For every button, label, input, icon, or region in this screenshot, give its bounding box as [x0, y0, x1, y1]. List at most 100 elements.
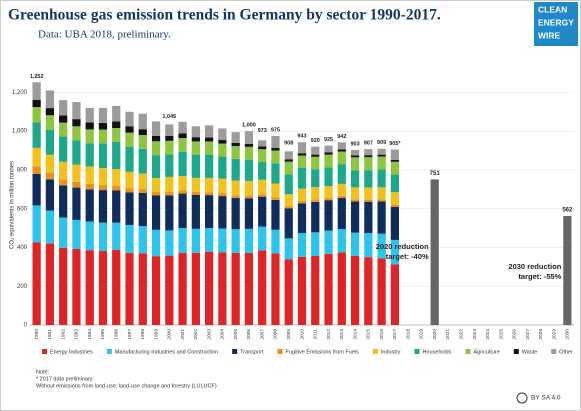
- x-tick-label: 1996: [114, 329, 120, 340]
- bar-segment: [364, 170, 373, 188]
- bar-segment: [324, 152, 333, 155]
- bar-segment: [32, 122, 41, 148]
- annotation: 2020 reduction: [376, 242, 429, 251]
- bar-segment: [218, 128, 227, 141]
- bar-segment: [297, 167, 307, 189]
- annotation: target: -40%: [386, 252, 429, 261]
- bar-segment: [218, 228, 227, 253]
- bar-segment: [311, 154, 320, 157]
- x-tick-label: 2013: [339, 329, 345, 340]
- x-tick-label: 2002: [193, 329, 199, 340]
- bar-segment: [125, 111, 134, 127]
- bar-segment: [205, 192, 214, 196]
- bar-segment: [85, 183, 94, 190]
- bar-segment: [59, 247, 68, 325]
- bar-segment: [112, 249, 121, 325]
- bar-segment: [377, 187, 386, 200]
- total-label: 908: [284, 140, 293, 146]
- bar-segment: [45, 210, 55, 244]
- bar-segment: [271, 197, 280, 200]
- x-tick-label: 1993: [74, 329, 80, 340]
- bar-segment: [297, 153, 307, 156]
- bar-segment: [271, 253, 280, 325]
- bar-segment: [112, 190, 121, 223]
- bar-segment: [324, 198, 333, 201]
- bar-segment: [218, 252, 227, 325]
- bar-segment: [244, 195, 254, 199]
- legend-swatch: [372, 349, 378, 354]
- legend-swatch: [106, 349, 112, 354]
- bar-segment: [138, 253, 147, 325]
- bar-segment: [390, 174, 399, 193]
- total-label: 903: [350, 141, 359, 147]
- bar-segment: [258, 196, 267, 227]
- bar-segment: [337, 142, 346, 150]
- bar-segment: [125, 171, 134, 189]
- bar-segment: [271, 163, 280, 184]
- bar-segment: [178, 190, 187, 194]
- bar-segment: [390, 206, 399, 240]
- bar-segment: [297, 200, 307, 204]
- total-label: 907: [364, 141, 373, 147]
- bar-segment: [297, 256, 307, 325]
- logo-text: CLEAN: [538, 4, 567, 14]
- bar-segment: [178, 133, 187, 139]
- bar-segment: [364, 201, 373, 234]
- y-tick-label: 1,200: [12, 90, 28, 96]
- bar-segment: [125, 224, 134, 253]
- bar-segment: [364, 187, 373, 200]
- bar-segment: [85, 122, 94, 130]
- bar-segment: [59, 122, 68, 137]
- bar-segment: [324, 186, 333, 199]
- bar-segment: [258, 146, 267, 150]
- bar-segment: [178, 228, 187, 253]
- bar-segment: [112, 185, 121, 191]
- bar-segment: [191, 228, 200, 253]
- target-label: 751: [430, 171, 441, 177]
- bar-segment: [311, 199, 320, 202]
- x-tick-label: 2014: [352, 329, 358, 340]
- x-tick-label: 1991: [47, 329, 53, 340]
- legend-swatch: [551, 349, 557, 354]
- bar-segment: [337, 151, 346, 165]
- bar-segment: [377, 169, 386, 188]
- bar-segment: [72, 119, 81, 127]
- bar-segment: [85, 250, 94, 325]
- bar-segment: [45, 108, 55, 116]
- note: * 2017 data preliminary: [36, 376, 93, 382]
- target-label: 562: [562, 208, 573, 214]
- bar-segment: [297, 155, 307, 168]
- bar-segment: [271, 136, 280, 149]
- bar-segment: [284, 206, 293, 209]
- x-tick-label: 2000: [167, 329, 173, 340]
- bar-segment: [45, 154, 55, 173]
- bar-segment: [59, 136, 68, 162]
- note: Without emissions from land-use, land-us…: [36, 383, 217, 389]
- annotation: 2030 reduction: [508, 262, 561, 271]
- y-tick-label: 400: [17, 245, 28, 251]
- x-tick-label: 2026: [512, 329, 518, 340]
- bar-segment: [59, 100, 68, 116]
- legend-label: Industry: [381, 349, 401, 355]
- x-tick-label: 2008: [273, 329, 279, 340]
- bar-segment: [205, 228, 214, 252]
- x-tick-label: 1994: [87, 329, 93, 340]
- bar-segment: [32, 173, 41, 206]
- bar-segment: [218, 140, 227, 144]
- bar-segment: [98, 167, 108, 186]
- bar-segment: [191, 137, 200, 142]
- bar-segment: [125, 252, 134, 325]
- bar-segment: [59, 185, 68, 218]
- bar-segment: [125, 188, 134, 193]
- bar-segment: [125, 192, 134, 225]
- bar-segment: [271, 150, 280, 164]
- bar-segment: [151, 178, 161, 193]
- legend-label: Manufacturing Industries and Constructio…: [115, 349, 218, 355]
- bar-segment: [85, 189, 94, 222]
- bar-segment: [284, 194, 293, 207]
- x-tick-label: 2018: [405, 329, 411, 340]
- bar-segment: [377, 148, 386, 155]
- bar-segment: [178, 176, 187, 191]
- bar-segment: [98, 143, 108, 168]
- bar-segment: [138, 113, 147, 130]
